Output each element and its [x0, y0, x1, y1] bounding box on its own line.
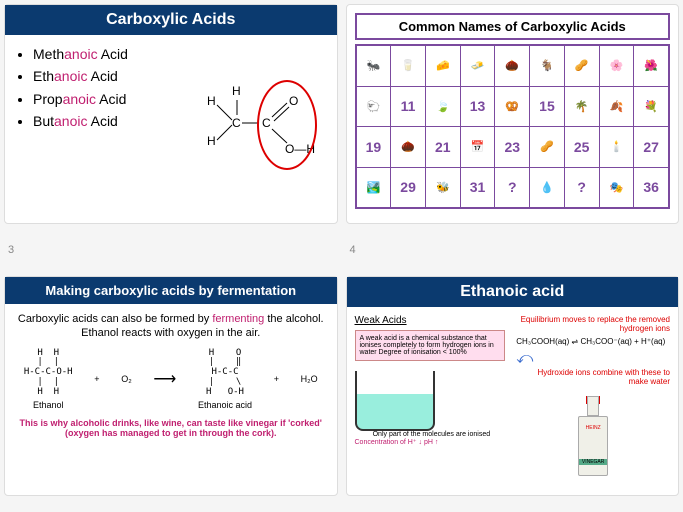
grid-cell: 🌰 [391, 127, 425, 167]
vinegar-bottle: HEINZ VINEGAR [578, 396, 608, 476]
ethanol-structure: H H| |H-C-C-O-H| |H H [24, 349, 73, 398]
weak-acids-definition: A weak acid is a chemical substance that… [355, 330, 505, 361]
grid-cell: 🎭 [600, 168, 634, 208]
ionisation-note: Only part of the molecules are ionised [355, 431, 509, 438]
grid-cell: 29 [391, 168, 425, 208]
svg-text:C: C [232, 116, 241, 130]
slide-2-title: Common Names of Carboxylic Acids [355, 13, 671, 40]
acid-item: Methanoic Acid [33, 43, 329, 65]
grid-cell: 25 [565, 127, 599, 167]
grid-cell: 🌺 [634, 46, 668, 86]
bottle-neck [587, 396, 599, 416]
grid-cell: 🐜 [357, 46, 391, 86]
concentration-note: Concentration of H⁺ ↓ pH ↑ [355, 438, 509, 446]
grid-cell: 27 [634, 127, 668, 167]
ethanoic-structure: H O| ‖H-C-C| \H O-H [198, 349, 252, 398]
grid-cell: ? [565, 168, 599, 208]
equilibrium-formula: CH₃COOH(aq) ⇌ CH₃COO⁻(aq) + H⁺(aq) [516, 337, 670, 346]
slide-1-title: Carboxylic Acids [5, 5, 337, 35]
grid-cell: 21 [426, 127, 460, 167]
weak-acids-label: Weak Acids [355, 315, 509, 326]
grid-cell: 19 [357, 127, 391, 167]
svg-text:H: H [232, 84, 241, 98]
slide-4-title: Ethanoic acid [347, 277, 679, 307]
slide-number-4: 4 [346, 244, 680, 268]
slide-4: Ethanoic acid Weak Acids A weak acid is … [346, 276, 680, 496]
grid-cell: 🕯️ [600, 127, 634, 167]
equilibrium-note-1: Equilibrium moves to replace the removed… [516, 315, 670, 333]
grid-cell: 🧈 [461, 46, 495, 86]
slide-3: Making carboxylic acids by fermentation … [4, 276, 338, 496]
grid-cell: 🐑 [357, 87, 391, 127]
grid-cell: 23 [495, 127, 529, 167]
grid-cell: 🐝 [426, 168, 460, 208]
grid-cell: 🌰 [495, 46, 529, 86]
grid-cell: 🥜 [530, 127, 564, 167]
grid-cell: 🍂 [600, 87, 634, 127]
grid-cell: 36 [634, 168, 668, 208]
slide-2: Common Names of Carboxylic Acids 🐜🥛🧀🧈🌰🐐🥜… [346, 4, 680, 224]
svg-text:H: H [207, 94, 216, 108]
grid-cell: 🥜 [565, 46, 599, 86]
equilibrium-note-2: Hydroxide ions combine with these to mak… [516, 368, 670, 386]
grid-cell: 🐐 [530, 46, 564, 86]
grid-cell: 📅 [461, 127, 495, 167]
grid-cell: 13 [461, 87, 495, 127]
grid-cell: 🏞️ [357, 168, 391, 208]
grid-cell: 🥛 [391, 46, 425, 86]
beaker-icon [355, 371, 435, 431]
grid-cell: 🌴 [565, 87, 599, 127]
grid-cell: ? [495, 168, 529, 208]
grid-cell: 💧 [530, 168, 564, 208]
grid-cell: 🌸 [600, 46, 634, 86]
fermentation-equation: H H| |H-C-C-O-H| |H H Ethanol + O₂ ⟶ H O… [13, 349, 329, 410]
grid-cell: 🥨 [495, 87, 529, 127]
carboxyl-highlight-circle [257, 80, 317, 170]
bottle-body: HEINZ VINEGAR [578, 416, 608, 476]
grid-cell: 15 [530, 87, 564, 127]
slide-3-body: Carboxylic acids can also be formed by f… [13, 312, 329, 341]
grid-cell: 🧀 [426, 46, 460, 86]
grid-cell: 11 [391, 87, 425, 127]
slide-1: Carboxylic Acids Methanoic Acid Ethanoic… [4, 4, 338, 224]
slide-3-footnote: This is why alcoholic drinks, like wine,… [13, 418, 329, 438]
grid-cell: 31 [461, 168, 495, 208]
slide-3-title: Making carboxylic acids by fermentation [5, 277, 337, 304]
carboxyl-structure: H H C C O O—H H [197, 65, 317, 185]
common-names-grid: 🐜🥛🧀🧈🌰🐐🥜🌸🌺🐑11🍃13🥨15🌴🍂💐19🌰21📅23🥜25🕯️27🏞️29… [355, 44, 671, 209]
grid-cell: 💐 [634, 87, 668, 127]
equilibrium-arrow-icon: ⤺ [516, 350, 670, 368]
svg-text:H: H [207, 134, 216, 148]
grid-cell: 🍃 [426, 87, 460, 127]
slide-number-3: 3 [4, 244, 338, 268]
